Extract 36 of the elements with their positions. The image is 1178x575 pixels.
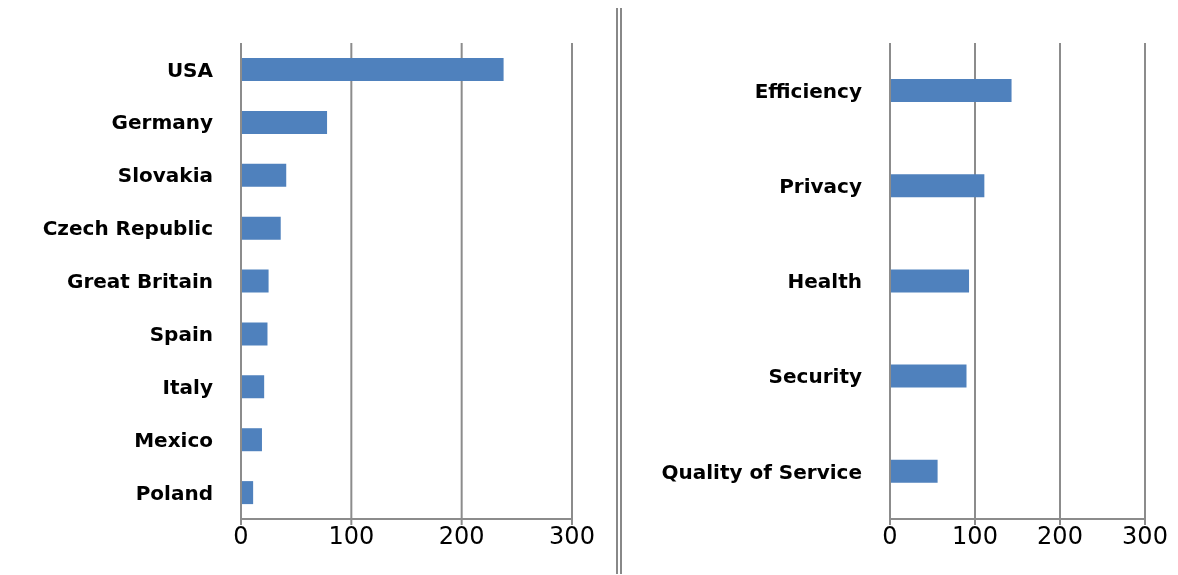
x-tick-label: 100 <box>328 522 375 551</box>
y-tick-label: Security <box>768 364 862 389</box>
bar <box>241 163 287 187</box>
y-tick-label: Italy <box>162 374 213 399</box>
y-tick-label: Spain <box>149 321 213 346</box>
y-tick-label: Quality of Service <box>661 459 862 484</box>
bar <box>241 216 281 240</box>
y-tick-label: Great Britain <box>67 269 213 294</box>
bar <box>241 322 268 346</box>
y-tick-label: Efficiency <box>754 78 862 103</box>
x-tick-label: 0 <box>882 522 898 551</box>
bar <box>890 269 970 293</box>
x-tick-label: 200 <box>438 522 485 551</box>
y-tick-label: Mexico <box>134 427 213 452</box>
y-tick-label: Health <box>787 269 862 294</box>
bar <box>241 428 262 452</box>
y-tick-label: Czech Republic <box>42 216 213 241</box>
x-tick-label: 300 <box>1122 522 1168 551</box>
bar <box>241 375 265 399</box>
bar <box>890 174 985 198</box>
bar <box>890 364 967 388</box>
x-tick-label: 100 <box>952 522 998 551</box>
y-tick-label: Privacy <box>779 173 862 198</box>
bar <box>890 79 1012 102</box>
bar <box>890 459 938 483</box>
y-tick-label: Slovakia <box>117 163 213 188</box>
bar <box>241 58 504 81</box>
bar <box>241 269 269 293</box>
bar <box>241 110 328 134</box>
x-tick-label: 300 <box>549 522 595 551</box>
y-tick-label: USA <box>166 57 214 82</box>
bar <box>241 481 254 505</box>
y-tick-label: Poland <box>135 480 213 505</box>
x-tick-label: 200 <box>1037 522 1083 551</box>
y-tick-label: Germany <box>111 110 213 135</box>
x-tick-label: 0 <box>233 522 249 551</box>
